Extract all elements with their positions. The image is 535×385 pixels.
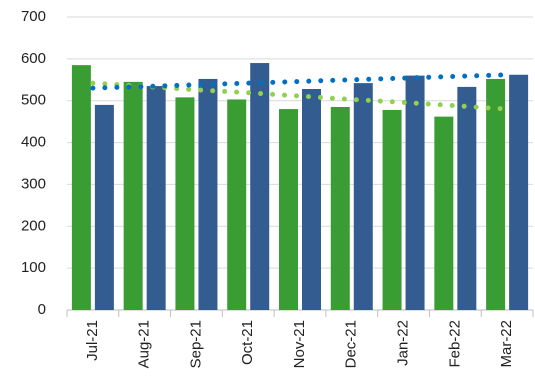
y-tick-label: 0	[38, 301, 46, 318]
trend-line	[90, 80, 510, 112]
x-tick-label: Mar-22	[498, 320, 515, 368]
bar	[302, 88, 321, 310]
bar	[146, 86, 166, 310]
y-tick-label: 700	[21, 8, 46, 25]
x-tick-label: Aug-21	[136, 320, 153, 368]
bar	[405, 75, 425, 310]
y-tick-label: 500	[21, 92, 46, 109]
y-tick-label: 100	[21, 259, 46, 276]
bar	[486, 78, 506, 310]
y-tick-label: 400	[21, 134, 46, 151]
x-tick-label: Feb-22	[446, 320, 463, 368]
x-tick-label: Jul-21	[84, 320, 101, 361]
bar	[250, 63, 270, 310]
x-tick-label: Oct-21	[239, 320, 256, 365]
x-tick-label: Sep-21	[187, 320, 204, 368]
trend-line	[90, 72, 510, 91]
bar	[434, 116, 454, 311]
bar	[457, 86, 477, 310]
x-tick-label: Dec-21	[343, 320, 360, 368]
bar	[123, 81, 143, 310]
x-tick-label: Jan-22	[395, 320, 412, 366]
bar	[94, 104, 114, 311]
bar	[198, 78, 218, 310]
y-tick-label: 300	[21, 175, 46, 192]
bar	[71, 65, 91, 310]
bar	[509, 74, 529, 311]
x-tick-label: Nov-21	[291, 320, 308, 368]
bar	[175, 97, 195, 310]
bar	[279, 109, 298, 310]
y-tick-label: 200	[21, 217, 46, 234]
bar	[227, 99, 247, 310]
bar	[382, 109, 402, 311]
bar	[330, 106, 350, 310]
y-tick-label: 600	[21, 50, 46, 67]
bar	[353, 83, 373, 311]
